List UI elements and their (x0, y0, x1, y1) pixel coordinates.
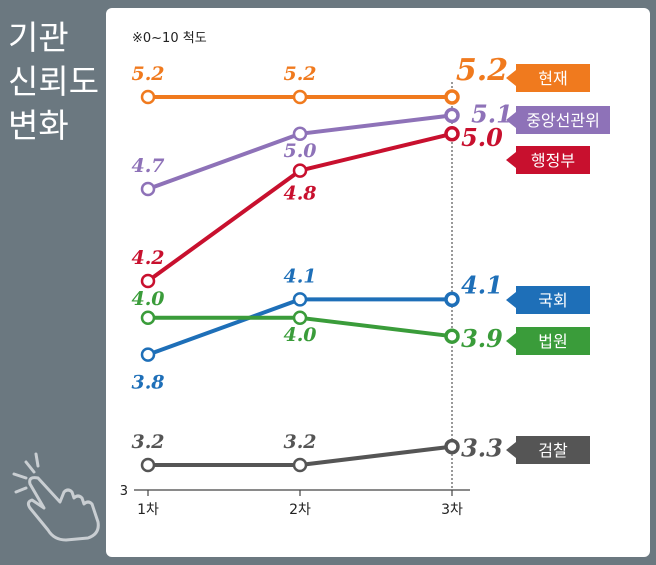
series-tag-label: 현재 (538, 69, 567, 88)
series-tag (506, 146, 590, 174)
data-point (444, 107, 460, 124)
data-point (140, 89, 156, 105)
data-label: 5.0 (283, 140, 316, 162)
data-point (140, 181, 156, 197)
data-point (292, 310, 308, 326)
data-point (140, 273, 156, 289)
data-label: 3.2 (131, 431, 164, 453)
chart-subtitle: ※0~10 척도 (132, 31, 207, 46)
data-point (140, 347, 156, 362)
data-label: 5.0 (461, 123, 503, 152)
data-label: 5.2 (131, 63, 164, 85)
data-point (444, 328, 460, 344)
data-label: 3.2 (283, 431, 316, 453)
data-label: 5.2 (283, 63, 316, 85)
data-point (292, 89, 308, 105)
x-tick-label: 3차 (441, 502, 463, 518)
title-line-2: 신뢰도 (8, 62, 100, 101)
data-label: 5.1 (471, 99, 513, 128)
data-label: 4.1 (461, 270, 503, 299)
data-point (292, 126, 308, 142)
series-tag (506, 327, 590, 355)
series-tag (506, 436, 590, 464)
data-point (292, 163, 308, 178)
series-tag-label: 행정부 (531, 151, 575, 170)
data-point (444, 89, 460, 105)
data-point (140, 457, 156, 473)
data-point (444, 438, 460, 455)
x-tick-label: 2차 (289, 502, 311, 518)
data-label: 4.0 (283, 324, 316, 346)
series-tag (506, 286, 590, 314)
data-label: 5.2 (456, 53, 508, 88)
x-tick-label: 1차 (137, 502, 159, 518)
title-line-1: 기관 (8, 18, 69, 57)
data-label: 4.8 (283, 183, 316, 205)
series-tag (506, 106, 610, 134)
series-tag (506, 64, 590, 92)
series-tag-label: 중앙선관위 (526, 111, 600, 130)
data-label: 3.9 (461, 324, 503, 353)
data-point (444, 291, 460, 308)
data-label: 3.8 (131, 372, 164, 394)
data-point (444, 126, 460, 142)
series-tag-label: 국회 (538, 291, 567, 310)
data-label: 3.3 (461, 434, 503, 463)
series-tag-label: 법원 (538, 332, 567, 351)
data-label: 4.0 (131, 288, 164, 310)
data-point (292, 457, 308, 473)
title-line-3: 변화 (8, 106, 69, 145)
data-point (292, 292, 308, 307)
hand-pointer-icon (12, 452, 100, 542)
data-label: 4.7 (131, 155, 164, 177)
series-tag-label: 검찰 (538, 441, 568, 460)
y-min-label: 3 (120, 484, 128, 499)
data-label: 4.2 (131, 247, 164, 269)
data-point (140, 310, 156, 326)
page-title: 기관 신뢰도 변화 (8, 16, 99, 148)
data-label: 4.1 (283, 265, 316, 287)
